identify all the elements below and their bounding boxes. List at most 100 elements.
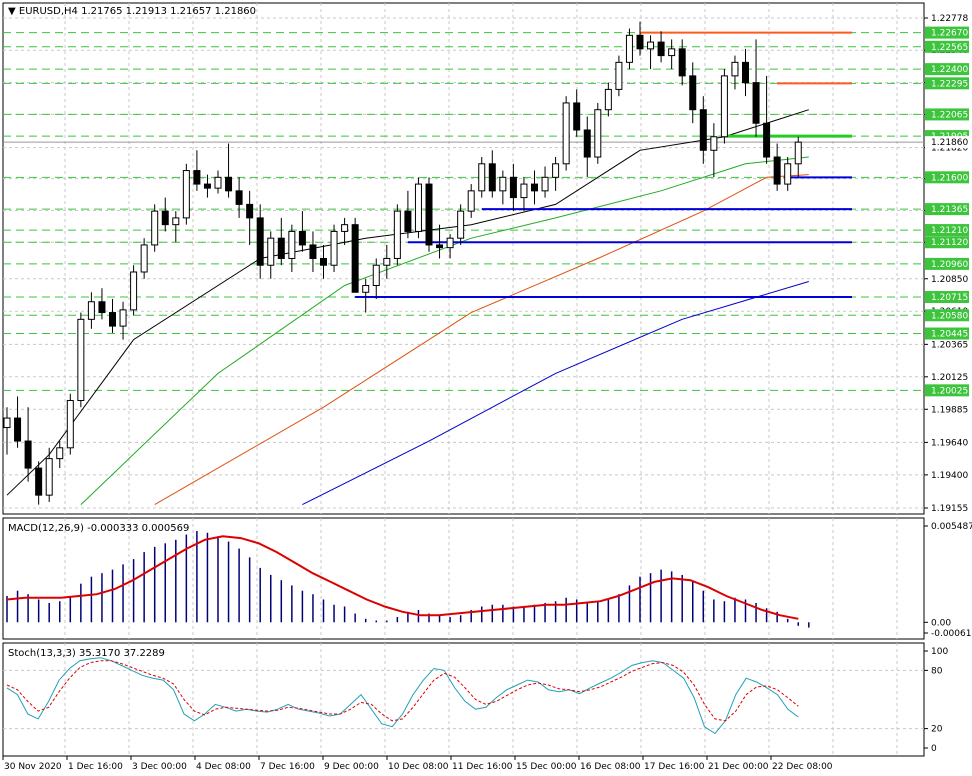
- candle-body: [45, 458, 53, 496]
- time-tick-label: 30 Nov 2020: [4, 762, 62, 772]
- candle-body: [562, 102, 570, 165]
- candle-body: [256, 217, 264, 266]
- stochastic-axis: 100 80 20 0: [924, 647, 948, 754]
- price-tick-label: 1.19640: [931, 438, 968, 448]
- candle-body: [731, 61, 739, 77]
- candle-body: [552, 163, 560, 178]
- candle-body: [520, 183, 528, 199]
- candle-body: [742, 61, 749, 84]
- macd-panel: MACD(12,26,9) -0.000333 0.000569: [2, 517, 925, 640]
- candle-body: [699, 109, 707, 151]
- candle-body: [773, 156, 781, 185]
- stochastic-tick-label: 100: [931, 647, 948, 657]
- price-tick-label: 1.19885: [931, 405, 968, 415]
- candle-body: [509, 176, 517, 199]
- candle-body: [140, 244, 148, 273]
- candle-body: [541, 176, 549, 192]
- candle-body: [372, 264, 380, 287]
- time-tick-label: 7 Dec 16:00: [260, 762, 315, 772]
- stochastic-grid: [3, 643, 924, 756]
- symbol-title: ▼ EURUSD,H4 1.21765 1.21913 1.21657 1.21…: [8, 6, 256, 17]
- green-level-label: 1.20025: [931, 386, 968, 396]
- time-tick-label: 11 Dec 16:00: [452, 762, 513, 772]
- candle-body: [77, 318, 85, 401]
- candle-body: [182, 170, 190, 219]
- candle-body: [615, 61, 623, 90]
- candle-body: [172, 217, 180, 226]
- candle-body: [362, 285, 370, 293]
- green-level-label: 1.22400: [931, 65, 968, 75]
- current-price-label-bg: [925, 136, 969, 149]
- time-tick-label: 21 Dec 00:00: [708, 762, 769, 772]
- candle-body: [414, 183, 422, 232]
- stochastic-tick-label: 80: [931, 666, 943, 676]
- green-level-label: 1.22670: [931, 29, 968, 39]
- candle-body: [678, 48, 686, 77]
- candle-body: [203, 183, 211, 189]
- green-level-label: 1.22065: [931, 110, 968, 120]
- candlesticks: [3, 21, 802, 505]
- price-panel: ▼ EURUSD,H4 1.21765 1.21913 1.21657 1.21…: [2, 2, 925, 515]
- moving-average-line: [80, 156, 809, 505]
- candle-body: [225, 176, 233, 192]
- candle-body: [214, 176, 222, 189]
- candle-body: [277, 237, 285, 259]
- price-tick-label: 1.20850: [931, 275, 968, 285]
- candle-body: [467, 190, 475, 212]
- candle-body: [98, 301, 106, 314]
- macd-label: MACD(12,26,9) -0.000333 0.000569: [8, 523, 189, 534]
- candle-body: [309, 244, 317, 259]
- time-axis: 30 Nov 2020 1 Dec 16:00 3 Dec 00:00 4 Dec 0…: [2, 756, 833, 772]
- candle-body: [720, 75, 728, 138]
- candle-body: [109, 312, 116, 327]
- candle-body: [151, 210, 159, 246]
- green-level-label: 1.22565: [931, 43, 968, 53]
- ohlc-label: 1.21765 1.21913 1.21657 1.21860: [81, 6, 256, 17]
- green-level-label-bg: [925, 26, 969, 39]
- candle-body: [499, 176, 507, 192]
- green-level-label: 1.20580: [931, 311, 968, 321]
- stochastic-tick-label: 0: [931, 744, 937, 754]
- candle-body: [87, 301, 95, 320]
- candle-body: [457, 210, 465, 239]
- stochastic-panel: Stoch(13,3,3) 35.3170 37.2289: [2, 642, 925, 757]
- price-tick-label: 1.22778: [931, 14, 968, 24]
- green-level-label-bg: [925, 236, 969, 249]
- candle-body: [3, 417, 11, 429]
- green-level-label-bg: [925, 77, 969, 90]
- green-level-label: 1.20960: [931, 260, 968, 270]
- macd-tick-label: 0.005487: [931, 522, 972, 532]
- candle-body: [393, 210, 401, 259]
- candle-body: [351, 224, 359, 293]
- candle-body: [573, 102, 581, 131]
- stochastic-d-line: [6, 660, 799, 722]
- green-level-label: 1.21210: [931, 226, 968, 236]
- candle-body: [710, 136, 718, 151]
- candle-body: [657, 41, 665, 57]
- candle-body: [794, 141, 802, 165]
- green-level-label-bg: [925, 203, 969, 216]
- time-tick-label: 3 Dec 00:00: [132, 762, 187, 772]
- price-tick-label: 1.21820: [931, 144, 968, 154]
- stochastic-k-line: [6, 657, 799, 735]
- macd-histogram: [6, 531, 810, 628]
- macd-grid: [64, 518, 898, 639]
- green-level-label: 1.22295: [931, 79, 968, 89]
- stochastic-tick-label: 20: [931, 725, 943, 735]
- price-panel-frame: [2, 2, 925, 515]
- candle-body: [56, 447, 64, 460]
- candle-body: [647, 41, 655, 50]
- support-resistance-lines: [355, 31, 852, 299]
- price-tick-label: 1.20125: [931, 373, 968, 383]
- green-level-label: 1.21600: [931, 173, 968, 183]
- candle-body: [193, 170, 201, 185]
- current-price-label: 1.21860: [931, 138, 968, 148]
- candle-body: [35, 467, 43, 496]
- candle-body: [668, 48, 676, 57]
- candle-body: [784, 163, 792, 185]
- price-grid: [3, 3, 924, 514]
- candle-body: [404, 210, 412, 232]
- macd-tick-label: -0.00061: [931, 629, 971, 639]
- macd-tick-label: 0.00: [931, 618, 951, 628]
- green-level-label-bg: [925, 224, 969, 237]
